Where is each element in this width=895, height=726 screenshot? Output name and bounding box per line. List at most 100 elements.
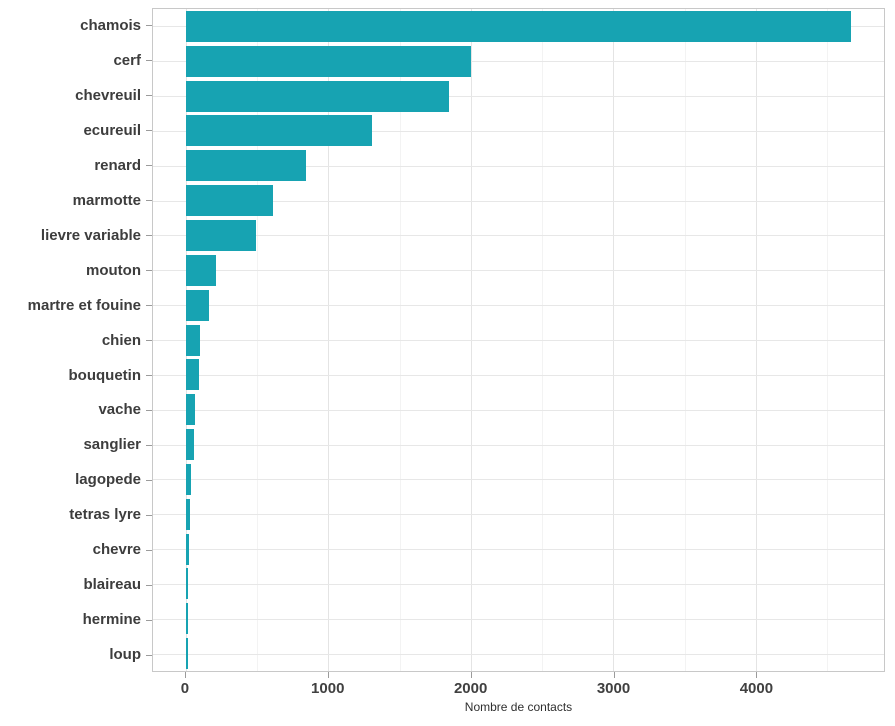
gridline-vertical-major	[470, 9, 472, 671]
bar	[185, 289, 209, 321]
bar-row	[153, 253, 884, 288]
x-axis: 0 1000 2000 3000 4000	[152, 672, 885, 712]
gridline-vertical-major	[328, 9, 330, 671]
bar-row	[153, 392, 884, 427]
bar	[185, 45, 471, 77]
bar	[185, 638, 188, 670]
gridline-horizontal	[153, 270, 884, 272]
x-tick-mark	[184, 672, 186, 678]
y-axis-label: bouquetin	[68, 366, 141, 384]
x-tick-label: 4000	[739, 680, 774, 697]
bar	[185, 185, 273, 217]
bar	[185, 603, 188, 635]
bar-row	[153, 183, 884, 218]
gridline-vertical-major	[613, 9, 615, 671]
gridline-horizontal	[153, 479, 884, 481]
gridline-vertical-minor	[542, 9, 543, 671]
y-axis-label: renard	[94, 156, 141, 174]
bar	[185, 10, 852, 42]
gridline-horizontal	[153, 444, 884, 446]
bar-row	[153, 114, 884, 149]
bar	[185, 359, 199, 391]
bar-row	[153, 532, 884, 567]
bar	[185, 80, 450, 112]
bars-container	[153, 9, 884, 671]
bar	[185, 254, 216, 286]
bar	[185, 429, 194, 461]
y-tick-mark	[146, 200, 152, 202]
y-tick-mark	[146, 654, 152, 656]
bar	[185, 498, 191, 530]
bar-row	[153, 79, 884, 114]
y-tick-mark	[146, 549, 152, 551]
y-axis-label: lievre variable	[40, 226, 141, 244]
bar-row	[153, 9, 884, 44]
gridline-vertical-minor	[257, 9, 259, 671]
gridline-vertical-major	[755, 9, 757, 671]
y-axis-label: mouton	[86, 261, 141, 279]
x-tick-mark	[613, 672, 615, 678]
gridline-horizontal	[153, 409, 884, 411]
y-tick-mark	[146, 619, 152, 621]
x-tick-label: 2000	[453, 680, 488, 697]
y-axis-label: sanglier	[83, 436, 141, 454]
bar	[185, 568, 188, 600]
gridline-vertical-minor	[684, 9, 686, 671]
y-tick-mark	[146, 340, 152, 342]
y-tick-mark	[146, 95, 152, 97]
y-tick-mark	[146, 270, 152, 272]
bar-row	[153, 218, 884, 253]
bar	[185, 115, 373, 147]
y-tick-mark	[146, 584, 152, 586]
plot-panel	[152, 8, 885, 672]
gridline-horizontal	[153, 340, 884, 342]
gridline-horizontal	[153, 305, 884, 307]
y-axis-label: vache	[98, 401, 141, 419]
bar-row	[153, 636, 884, 671]
gridline-horizontal	[153, 653, 884, 655]
y-axis-label: chevre	[92, 541, 141, 559]
gridline-horizontal	[153, 374, 884, 376]
y-tick-mark	[146, 235, 152, 237]
gridline-horizontal	[153, 96, 884, 98]
gridline-horizontal	[153, 61, 884, 63]
y-tick-mark	[146, 25, 152, 27]
bar	[185, 463, 192, 495]
y-axis-label: loup	[109, 646, 141, 664]
y-axis-label: ecureuil	[83, 121, 141, 139]
bar-row	[153, 601, 884, 636]
y-axis-labels: chamois cerf chevreuil ecureuil renard marmot…	[0, 8, 141, 672]
y-axis-label: marmotte	[72, 191, 141, 209]
y-axis-label: hermine	[82, 611, 141, 629]
x-axis-title: Nombre de contacts	[464, 700, 573, 714]
bar-row	[153, 357, 884, 392]
bar-row	[153, 44, 884, 79]
y-axis-label: chevreuil	[75, 86, 141, 104]
bar	[185, 219, 256, 251]
bar-row	[153, 462, 884, 497]
bar-row	[153, 497, 884, 532]
x-tick-label: 1000	[311, 680, 345, 697]
x-tick-mark	[327, 672, 329, 678]
x-tick-mark	[470, 672, 472, 678]
gridline-vertical-minor	[399, 9, 401, 671]
gridline-horizontal	[153, 235, 884, 237]
y-axis-label: chien	[101, 331, 141, 349]
bar	[185, 324, 200, 356]
y-tick-mark	[146, 479, 152, 481]
bar-row	[153, 323, 884, 358]
bar	[185, 533, 190, 565]
y-axis-label: chamois	[80, 16, 141, 34]
y-tick-mark	[146, 130, 152, 132]
gridline-vertical-minor	[827, 9, 828, 671]
bar	[185, 394, 196, 426]
y-tick-mark	[146, 305, 152, 307]
gridline-horizontal	[153, 200, 884, 202]
bar-row	[153, 427, 884, 462]
gridline-horizontal	[153, 165, 884, 167]
bar	[185, 150, 307, 182]
gridline-horizontal	[153, 583, 884, 585]
y-axis-label: martre et fouine	[27, 296, 141, 314]
y-tick-mark	[146, 60, 152, 62]
